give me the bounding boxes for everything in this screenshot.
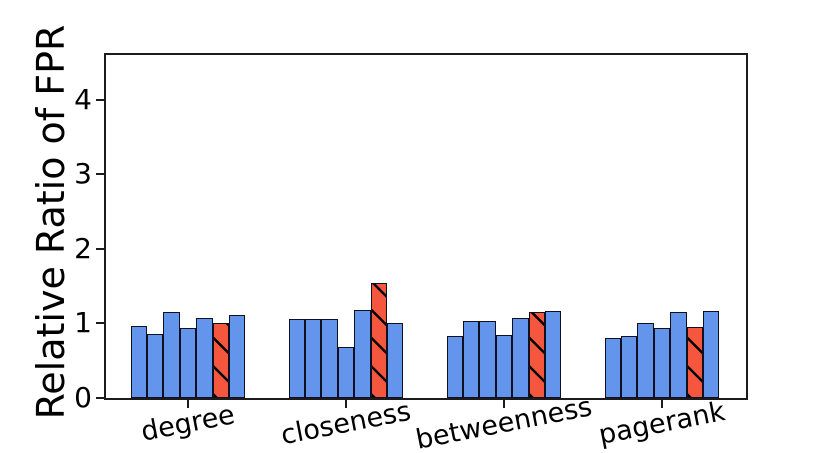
y-axis-tick <box>96 173 104 176</box>
bar-pagerank-series-5 <box>670 312 687 398</box>
y-tick-label: 1 <box>74 306 92 340</box>
y-axis-tick <box>96 397 104 399</box>
x-axis-tick <box>661 400 663 408</box>
bar-closeness-series-3 <box>321 319 338 398</box>
bar-degree-series-5 <box>196 318 213 398</box>
bar-betweenness-series-7 <box>545 310 562 398</box>
bar-degree-series-3 <box>163 312 180 398</box>
bar-pagerank-series-2 <box>620 336 638 398</box>
bar-pagerank-series-4 <box>653 327 671 398</box>
y-tick-label: 0 <box>74 381 92 414</box>
bar-degree-series-2 <box>146 333 164 398</box>
x-axis-tick <box>503 400 505 408</box>
bar-degree-series-4 <box>179 327 197 398</box>
bar-betweenness-series-3 <box>479 321 496 398</box>
bar-degree-series-6-highlighted <box>212 323 230 398</box>
bar-closeness-series-1 <box>288 319 305 398</box>
bar-degree-series-7 <box>229 315 246 398</box>
bar-betweenness-series-1 <box>446 336 463 398</box>
bar-pagerank-series-3 <box>637 322 654 398</box>
bar-betweenness-series-2 <box>462 321 480 398</box>
y-axis-tick <box>96 98 104 101</box>
bar-pagerank-series-1 <box>604 338 621 398</box>
x-axis-tick <box>187 400 189 408</box>
y-axis-tick <box>96 247 104 250</box>
x-axis-tick <box>345 400 347 408</box>
y-tick-label: 3 <box>74 157 92 191</box>
y-axis-tick <box>96 322 104 325</box>
bar-betweenness-series-4 <box>495 334 513 398</box>
y-tick-label: 2 <box>74 231 92 265</box>
bar-betweenness-series-6-highlighted <box>528 312 546 398</box>
bar-degree-series-1 <box>130 325 147 398</box>
bar-closeness-series-6-highlighted <box>370 283 388 398</box>
plot-area <box>104 53 748 400</box>
bar-pagerank-series-7 <box>703 310 720 398</box>
bar-pagerank-series-6-highlighted <box>686 327 704 398</box>
bar-betweenness-series-5 <box>512 318 529 398</box>
bar-closeness-series-5 <box>354 310 371 398</box>
bar-closeness-series-7 <box>387 322 404 398</box>
bar-closeness-series-2 <box>304 319 322 398</box>
bar-closeness-series-4 <box>337 347 355 398</box>
y-tick-label: 4 <box>74 82 92 116</box>
